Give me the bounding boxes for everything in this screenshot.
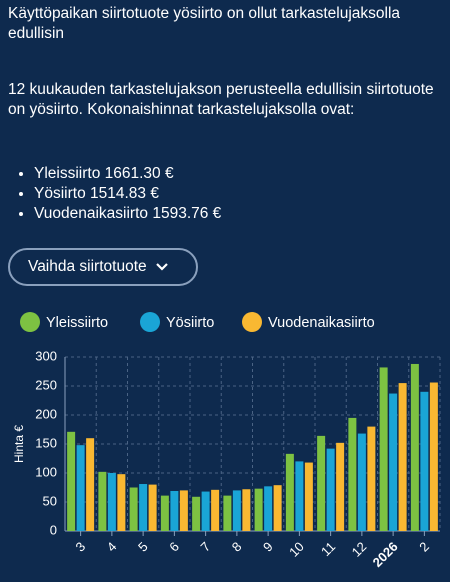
bar [348, 417, 357, 531]
bar [139, 484, 148, 531]
bar [76, 445, 85, 531]
bar [429, 382, 438, 531]
bar [67, 431, 76, 531]
x-tick-label: 6 [166, 539, 182, 555]
bar [211, 489, 220, 531]
price-item: Yleissiirto 1661.30 € [34, 164, 221, 184]
x-tick-label: 2 [416, 539, 432, 555]
bar [264, 486, 273, 531]
bar [304, 462, 313, 531]
bar [86, 438, 95, 531]
bar [295, 461, 304, 531]
bar [201, 491, 210, 531]
price-item: Yösiirto 1514.83 € [34, 184, 221, 204]
chevron [155, 263, 168, 271]
description: 12 kuukauden tarkastelujakson perusteell… [8, 81, 434, 118]
bar [379, 367, 388, 531]
bar [223, 495, 232, 531]
price-list: Yleissiirto 1661.30 € Yösiirto 1514.83 €… [14, 164, 221, 224]
x-tick-label: 2026 [370, 539, 401, 570]
bar [326, 448, 335, 531]
y-tick-label: 50 [43, 493, 57, 508]
x-tick-label: 7 [197, 539, 213, 555]
title: Käyttöpaikan siirtotuote yösiirto on oll… [8, 5, 401, 42]
bar [254, 488, 263, 531]
bar [357, 433, 366, 531]
x-tick-label: 10 [286, 539, 307, 560]
x-tick-label: 11 [318, 539, 338, 559]
bar [192, 496, 201, 531]
bar [389, 393, 398, 531]
legend-label: Vuodenaikasiirto [268, 315, 375, 331]
bar [160, 495, 169, 531]
bar [273, 485, 282, 531]
y-axis-label: Hinta € [12, 425, 26, 463]
y-tick-label: 200 [35, 406, 57, 421]
bar [107, 473, 116, 531]
legend-marker [242, 312, 262, 332]
legend-marker [20, 312, 40, 332]
bar [117, 474, 126, 531]
x-tick-label: 12 [349, 539, 370, 560]
change-product-button[interactable]: Vaihda siirtotuote [8, 248, 198, 286]
bar [129, 487, 138, 531]
bar [179, 490, 188, 531]
y-tick-label: 150 [35, 435, 57, 450]
y-tick-label: 100 [35, 464, 57, 479]
bar [317, 435, 326, 531]
chart: Yleissiirto Yösiirto Vuodenaikasiirto Hinta… [12, 312, 441, 570]
legend-label: Yleissiirto [46, 315, 108, 331]
bar [410, 363, 419, 531]
x-tick-label: 3 [72, 539, 88, 555]
bar [336, 442, 345, 531]
bar [398, 383, 407, 531]
bar [420, 391, 429, 531]
x-tick-label: 9 [260, 539, 276, 555]
y-tick-label: 0 [50, 522, 57, 537]
y-tick-label: 250 [35, 377, 57, 392]
y-tick-label: 300 [35, 348, 57, 363]
bar [98, 471, 107, 531]
bar [232, 490, 241, 531]
x-tick-label: 4 [104, 539, 120, 555]
x-tick-label: 8 [229, 539, 245, 555]
bar [285, 453, 294, 531]
button-label: Vaihda siirtotuote [28, 258, 147, 275]
legend-label: Yösiirto [166, 315, 214, 331]
x-tick-label: 5 [135, 539, 151, 555]
bar [367, 426, 376, 531]
bar [148, 484, 157, 531]
legend-marker [140, 312, 160, 332]
bar [170, 490, 179, 531]
bar [242, 489, 251, 531]
price-item: Vuodenaikasiirto 1593.76 € [34, 204, 221, 224]
